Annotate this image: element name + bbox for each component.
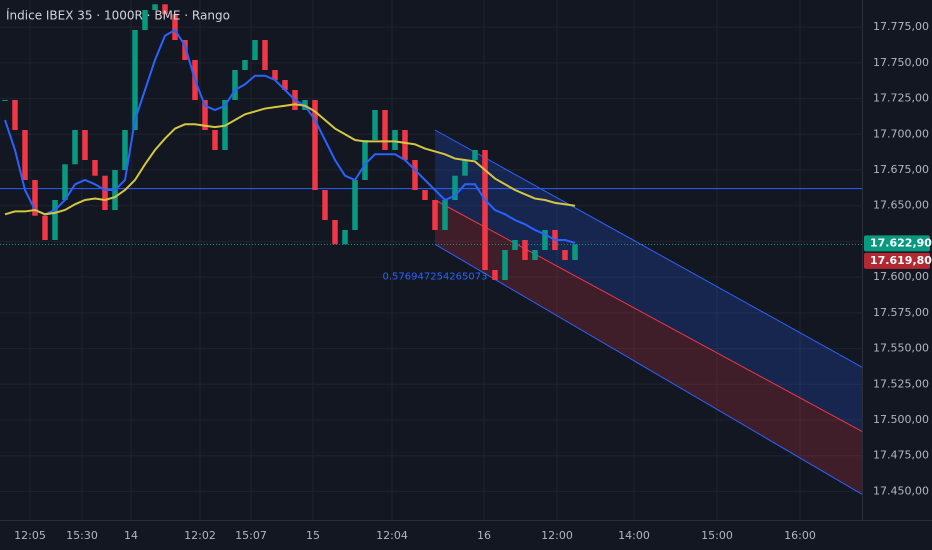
candle xyxy=(232,70,238,100)
candle xyxy=(502,250,508,280)
x-tick-label: 15:07 xyxy=(235,529,267,542)
candle xyxy=(542,230,548,250)
candle xyxy=(132,30,138,130)
candle xyxy=(512,240,518,250)
channel-upper-fill xyxy=(435,130,862,432)
candle xyxy=(172,14,178,41)
candle xyxy=(372,110,378,140)
price-label: 17.619,80 xyxy=(870,254,932,267)
candle xyxy=(452,175,458,200)
candle xyxy=(142,10,148,30)
candle xyxy=(72,130,78,165)
candle xyxy=(412,160,418,190)
y-tick-label: 17.600,00 xyxy=(873,270,929,283)
channel-upper-line xyxy=(434,129,863,368)
x-tick-label: 12:04 xyxy=(376,529,408,542)
candle xyxy=(562,250,568,260)
candle xyxy=(242,60,248,70)
y-tick-label: 17.450,00 xyxy=(873,484,929,497)
candle xyxy=(122,130,128,170)
candle xyxy=(62,164,68,200)
axes: 17.450,00 17.475,00 17.500,00 17.525,00 17.5… xyxy=(14,20,932,542)
candle xyxy=(352,180,358,230)
y-tick-label: 17.475,00 xyxy=(873,449,929,462)
candle xyxy=(382,110,388,150)
candle xyxy=(522,240,528,260)
y-tick-label: 17.575,00 xyxy=(873,306,929,319)
candle xyxy=(82,130,88,160)
channel-lower-line xyxy=(434,243,863,495)
candle xyxy=(492,270,498,280)
grid xyxy=(0,0,862,520)
x-tick-label: 15:00 xyxy=(701,529,733,542)
candle xyxy=(462,160,468,176)
x-tick-label: 12:00 xyxy=(541,529,573,542)
candle xyxy=(402,130,408,160)
candle xyxy=(12,100,18,130)
channel-annotation: 0.576947254265073 xyxy=(383,271,488,282)
candle xyxy=(162,4,168,15)
price-label: 17.622,90 xyxy=(870,236,932,249)
y-tick-label: 17.525,00 xyxy=(873,377,929,390)
candle xyxy=(422,190,428,200)
candle xyxy=(472,150,478,160)
x-tick-label: 15 xyxy=(306,529,320,542)
y-tick-label: 17.725,00 xyxy=(873,92,929,105)
y-tick-label: 17.675,00 xyxy=(873,163,929,176)
moving-average-line xyxy=(4,103,576,216)
chart-title: Índice IBEX 35 · 1000R · BME · Rango xyxy=(6,8,230,23)
candle xyxy=(212,130,218,150)
candle xyxy=(272,70,278,80)
candle xyxy=(102,175,108,210)
y-tick-label: 17.550,00 xyxy=(873,342,929,355)
moving-average-line xyxy=(4,28,576,244)
candle xyxy=(312,100,318,190)
candle xyxy=(32,180,38,216)
candle xyxy=(22,130,28,180)
price-label-box xyxy=(864,252,930,269)
candle xyxy=(182,40,188,60)
x-tick-label: 14 xyxy=(124,529,138,542)
candle xyxy=(332,220,338,245)
x-tick-label: 16:00 xyxy=(784,529,816,542)
candle xyxy=(282,80,288,90)
y-tick-label: 17.500,00 xyxy=(873,413,929,426)
candle xyxy=(482,150,488,270)
x-tick-label: 12:02 xyxy=(184,529,216,542)
x-tick-label: 14:00 xyxy=(618,529,650,542)
candle xyxy=(252,40,258,60)
candle xyxy=(532,250,538,260)
candle xyxy=(2,100,8,101)
candle xyxy=(342,230,348,245)
candle xyxy=(202,100,208,130)
channel-lower-fill xyxy=(435,200,862,495)
y-tick-label: 17.775,00 xyxy=(873,20,929,33)
candle xyxy=(572,244,578,260)
candle xyxy=(92,160,98,176)
y-tick-label: 17.700,00 xyxy=(873,127,929,140)
candle xyxy=(392,130,398,150)
price-label-box xyxy=(864,235,930,252)
candle xyxy=(432,200,438,230)
y-tick-label: 17.750,00 xyxy=(873,56,929,69)
candle xyxy=(52,200,58,240)
candle xyxy=(262,40,268,70)
x-tick-label: 16 xyxy=(477,529,491,542)
candle xyxy=(322,190,328,220)
candle xyxy=(362,140,368,180)
plot-area: 0.576947254265073 xyxy=(0,4,863,495)
y-tick-label: 17.650,00 xyxy=(873,199,929,212)
candle xyxy=(42,215,48,240)
x-tick-label: 15:30 xyxy=(66,529,98,542)
channel-middle-line xyxy=(434,199,863,432)
candle xyxy=(442,200,448,230)
x-tick-label: 12:05 xyxy=(14,529,46,542)
candle xyxy=(152,4,158,10)
